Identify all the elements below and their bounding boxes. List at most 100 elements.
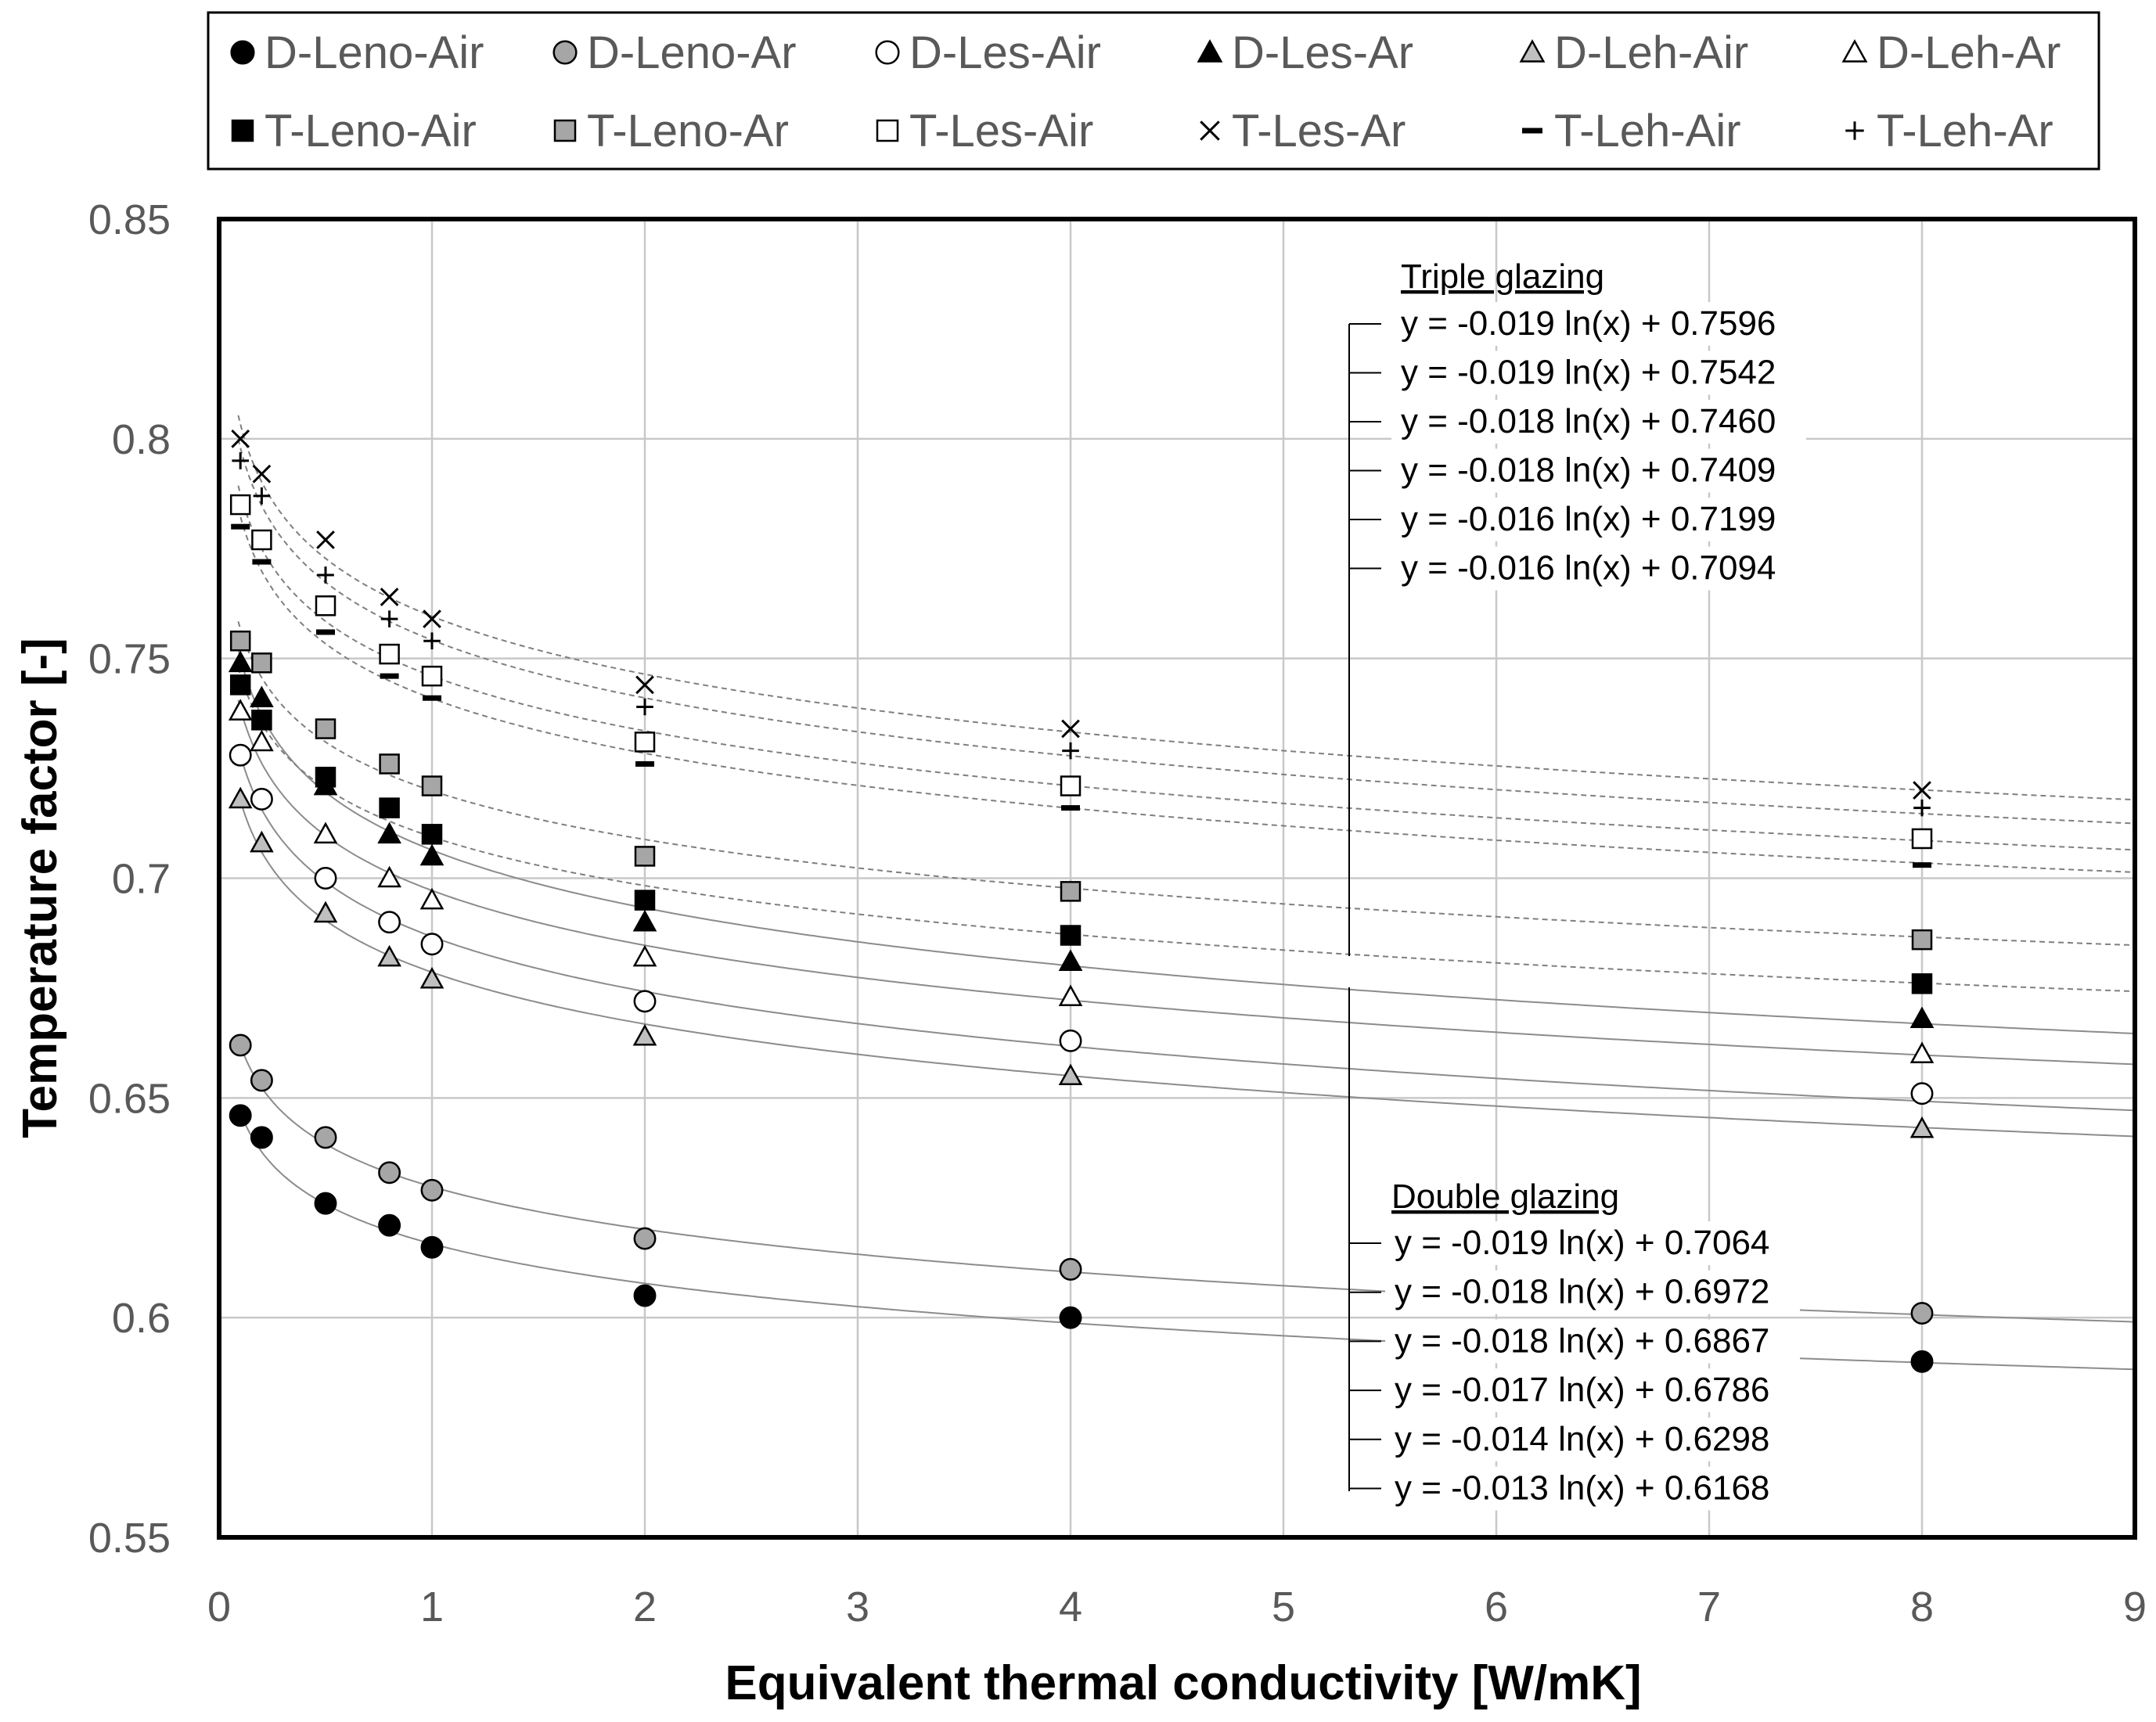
data-point-t-leh-air (231, 523, 250, 530)
y-tick-label: 0.65 (88, 1075, 171, 1122)
data-point-t-leno-air (1060, 925, 1082, 946)
data-point-t-leno-air (634, 890, 656, 911)
data-point-t-leh-ar (317, 566, 334, 584)
data-point-t-leno-air (315, 767, 337, 788)
data-point-t-leno-ar (315, 718, 337, 739)
trendlines (237, 415, 2135, 1371)
legend-item-t-leno-air: T-Leno-Air (231, 106, 477, 156)
trendline-d-leh-air (237, 792, 2135, 1138)
data-point-t-leno-air (251, 710, 272, 731)
data-point-d-les-ar (250, 685, 274, 708)
data-point-t-leh-air (1061, 805, 1080, 811)
data-point-d-leno-air (250, 1126, 273, 1149)
data-point-t-leh-ar (253, 487, 271, 505)
legend-label: D-Leh-Air (1554, 27, 1748, 78)
data-point-t-leno-ar (634, 846, 656, 867)
legend-label: D-Leno-Air (265, 27, 484, 78)
data-point-d-les-air (633, 990, 657, 1013)
data-points (228, 429, 1935, 1373)
data-point-d-leno-ar (229, 1034, 252, 1057)
data-point-d-leh-air (632, 1023, 657, 1046)
data-point-t-les-air (1911, 828, 1933, 850)
data-point-t-les-ar (1913, 781, 1931, 800)
data-point-d-les-air (1910, 1082, 1934, 1105)
y-tick-label: 0.85 (88, 196, 171, 243)
data-point-t-leh-air (423, 695, 441, 701)
legend-label: T-Leh-Ar (1877, 106, 2053, 156)
data-point-t-leh-ar (1062, 742, 1079, 760)
data-point-d-leno-ar (378, 1161, 401, 1185)
triple-equation: y = -0.019 ln(x) + 0.7596 (1401, 304, 1776, 343)
legend: D-Leno-Air D-Leno-Ar D-Les-Air D-Les-Ar D-Le… (207, 11, 2100, 171)
data-point-d-leh-ar (1909, 1041, 1935, 1063)
data-point-t-leh-ar (423, 632, 441, 649)
double-equation: y = -0.014 ln(x) + 0.6298 (1395, 1420, 1769, 1458)
legend-item-t-les-ar: T-Les-Ar (1200, 106, 1406, 156)
legend-label: D-Les-Air (909, 27, 1101, 78)
data-point-d-les-air (1059, 1029, 1082, 1052)
data-point-t-leno-air (229, 674, 251, 696)
legend-label: T-Leh-Air (1554, 106, 1741, 156)
data-point-d-leh-air (250, 830, 274, 853)
data-point-d-leno-air (633, 1284, 657, 1307)
data-point-t-leh-ar (1913, 799, 1931, 817)
triple-equation: y = -0.018 ln(x) + 0.7460 (1401, 402, 1776, 440)
legend-marker-d-leh-air (1519, 39, 1546, 63)
legend-marker-d-les-air (875, 40, 900, 65)
double-equation: y = -0.018 ln(x) + 0.6867 (1395, 1321, 1769, 1360)
double-equation: y = -0.018 ln(x) + 0.6972 (1395, 1273, 1769, 1311)
data-point-d-les-ar (1058, 949, 1083, 972)
x-axis-label: Equivalent thermal conductivity [W/mK] (725, 1656, 1641, 1710)
equation-background (1391, 448, 1806, 493)
legend-item-d-leh-ar: D-Leh-Ar (1841, 27, 2061, 78)
equation-background (1391, 400, 1806, 444)
double-equation: y = -0.019 ln(x) + 0.7064 (1395, 1224, 1769, 1262)
x-tick-label: 8 (1910, 1584, 1934, 1630)
x-tick-label: 9 (2123, 1584, 2147, 1630)
data-point-d-leno-ar (1910, 1302, 1934, 1325)
legend-item-t-leno-ar: T-Leno-Ar (553, 106, 789, 156)
data-point-d-leh-ar (1058, 984, 1083, 1006)
data-point-t-leno-air (1911, 973, 1933, 994)
data-point-d-les-air (229, 743, 252, 767)
data-point-d-leh-ar (632, 944, 657, 967)
equation-background (1385, 1221, 1800, 1265)
plot-frame (217, 217, 2137, 1540)
data-point-d-leh-ar (377, 865, 401, 888)
data-point-d-les-air (250, 787, 273, 811)
y-axis-label: Temperature factor [-] (13, 638, 67, 1138)
data-point-d-leno-ar (314, 1126, 337, 1149)
data-point-d-leno-air (1059, 1306, 1082, 1329)
legend-marker-t-leno-ar (553, 119, 577, 142)
data-point-d-leno-air (420, 1235, 444, 1259)
triple-equation: y = -0.019 ln(x) + 0.7542 (1401, 354, 1776, 392)
double-glazing-title: Double glazing (1391, 1177, 1619, 1216)
data-point-d-leh-ar (419, 887, 445, 910)
data-point-t-les-air (315, 595, 337, 617)
data-point-t-les-ar (316, 530, 335, 549)
legend-marker-d-les-ar (1197, 39, 1223, 63)
legend-marker-d-leno-ar (552, 40, 578, 65)
data-point-d-leno-ar (420, 1178, 444, 1202)
data-point-t-les-air (251, 529, 272, 551)
legend-marker-t-leno-air (231, 119, 254, 142)
equation-background (1391, 351, 1806, 395)
data-point-t-leno-ar (229, 630, 251, 652)
data-point-d-leh-ar (313, 821, 338, 844)
data-point-t-leno-ar (251, 652, 272, 674)
data-point-d-leno-air (378, 1213, 401, 1237)
legend-label: T-Leno-Ar (587, 106, 789, 156)
data-point-d-leno-air (229, 1104, 252, 1127)
data-point-t-les-air (421, 665, 443, 687)
legend-label: T-Les-Air (909, 106, 1093, 156)
equation-background (1391, 498, 1806, 541)
data-point-t-leno-ar (1911, 929, 1933, 951)
trendline-t-les-air (237, 485, 2135, 851)
legend-label: T-Leno-Air (265, 106, 477, 156)
data-point-d-leh-ar (250, 729, 274, 752)
x-tick-label: 3 (846, 1584, 869, 1630)
data-point-d-les-ar (632, 909, 657, 932)
data-point-d-leh-air (1909, 1116, 1935, 1138)
